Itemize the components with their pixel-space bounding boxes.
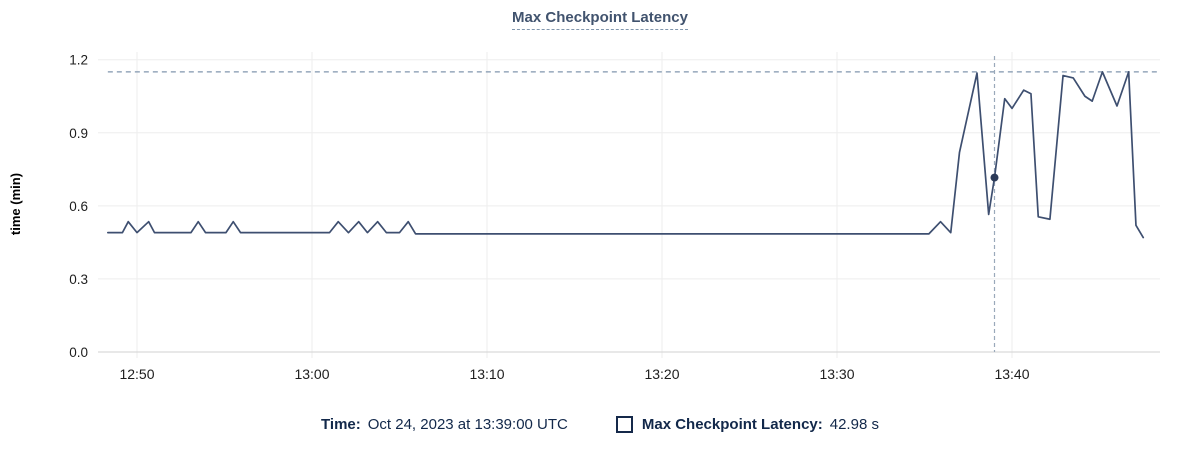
latency-line-series[interactable] — [106, 71, 1145, 239]
y-tick-label: 0.9 — [69, 126, 88, 141]
y-tick-label: 1.2 — [69, 53, 88, 68]
chart-title[interactable]: Max Checkpoint Latency — [512, 9, 688, 30]
cursor-data-point[interactable] — [990, 173, 999, 182]
tooltip-time-value: Oct 24, 2023 at 13:39:00 UTC — [367, 416, 568, 433]
y-tick-label: 0.3 — [69, 272, 88, 287]
legend-series-max-checkpoint-latency[interactable]: Max Checkpoint Latency: 42.98 s — [615, 416, 879, 433]
chart-title-row: Max Checkpoint Latency — [0, 9, 1200, 30]
latency-chart-plot-area[interactable]: 0.0 0.3 0.6 0.9 1.2 12:50 13:00 13:10 13:20 13:30… — [0, 0, 1200, 400]
series-swatch-checkbox[interactable] — [615, 416, 633, 433]
x-tick-label: 13:30 — [819, 366, 854, 382]
chart-legend: Time: Oct 24, 2023 at 13:39:00 UTC Max C… — [0, 416, 1200, 433]
y-tick-label: 0.6 — [69, 199, 88, 214]
series-value: 42.98 s — [829, 416, 879, 433]
x-tick-label: 13:20 — [644, 366, 679, 382]
tooltip-time: Time: Oct 24, 2023 at 13:39:00 UTC — [321, 416, 568, 433]
y-tick-label: 0.0 — [69, 345, 88, 360]
x-tick-label: 13:40 — [994, 366, 1029, 382]
x-tick-label: 12:50 — [119, 366, 154, 382]
x-tick-label: 13:00 — [294, 366, 329, 382]
tooltip-time-label: Time: — [321, 416, 361, 433]
series-label: Max Checkpoint Latency: — [641, 416, 823, 433]
x-tick-label: 13:10 — [469, 366, 504, 382]
y-axis-label: time (min) — [8, 173, 23, 235]
